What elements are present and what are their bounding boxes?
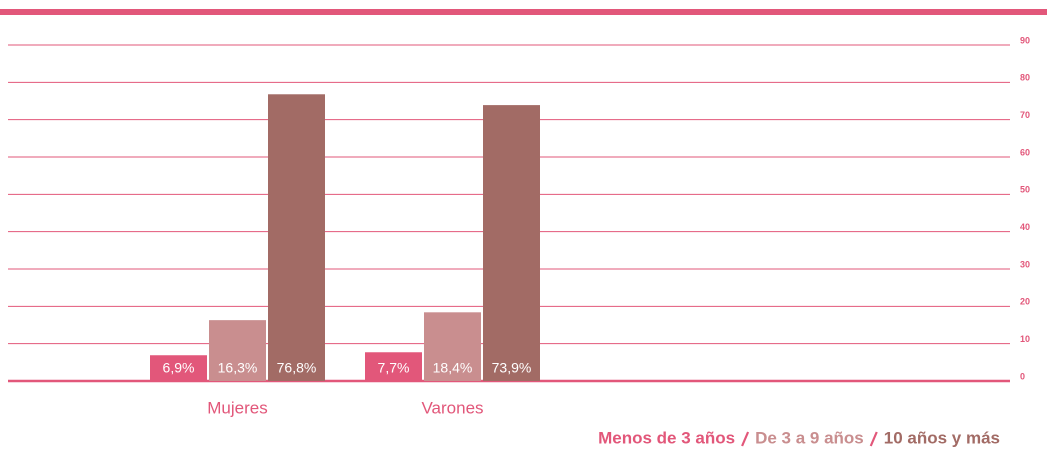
value-label: 6,9% bbox=[163, 360, 195, 376]
top-band bbox=[0, 9, 1047, 15]
y-tick-label: 30 bbox=[1020, 259, 1030, 269]
x-tick-label: Varones bbox=[421, 398, 483, 417]
value-label: 7,7% bbox=[378, 360, 410, 376]
legend-entry: 10 años y más bbox=[884, 428, 1000, 447]
legend-entry: De 3 a 9 años bbox=[755, 428, 864, 447]
y-tick-label: 40 bbox=[1020, 222, 1030, 232]
y-tick-label: 0 bbox=[1020, 371, 1025, 381]
y-tick-label: 20 bbox=[1020, 297, 1030, 307]
y-tick-label: 70 bbox=[1020, 110, 1030, 120]
y-tick-label: 90 bbox=[1020, 35, 1030, 45]
bar bbox=[483, 105, 540, 382]
value-label: 18,4% bbox=[433, 360, 473, 376]
value-label: 73,9% bbox=[492, 360, 532, 376]
value-label: 76,8% bbox=[277, 360, 317, 376]
y-tick-label: 80 bbox=[1020, 73, 1030, 83]
bar bbox=[209, 320, 266, 381]
y-tick-label: 10 bbox=[1020, 334, 1030, 344]
y-tick-label: 50 bbox=[1020, 185, 1030, 195]
bar bbox=[268, 94, 325, 381]
bar bbox=[424, 312, 481, 381]
bar bbox=[150, 355, 207, 381]
x-tick-label: Mujeres bbox=[207, 398, 267, 417]
y-tick-label: 60 bbox=[1020, 147, 1030, 157]
bar bbox=[365, 352, 422, 381]
legend-separator bbox=[869, 431, 878, 447]
value-label: 16,3% bbox=[218, 360, 258, 376]
legend-separator bbox=[741, 431, 750, 447]
legend-entry: Menos de 3 años bbox=[598, 428, 735, 447]
